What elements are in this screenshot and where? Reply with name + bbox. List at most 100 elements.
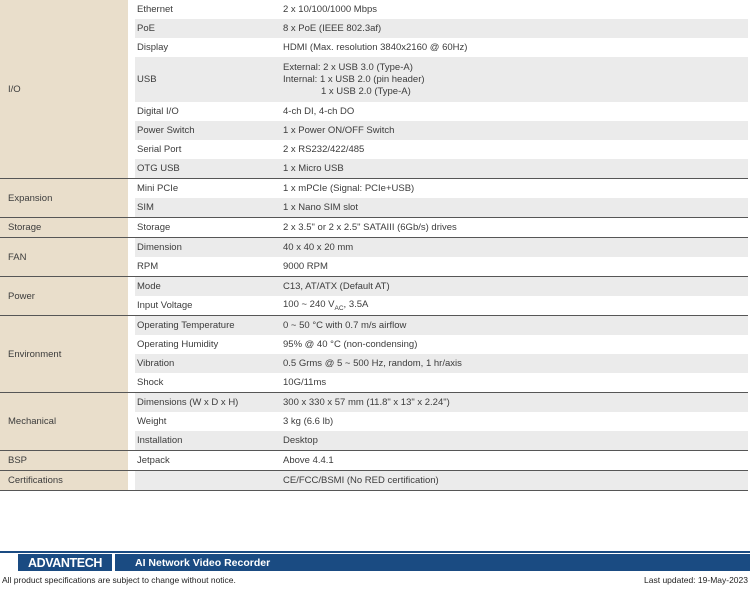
spec-group-rows: Storage 2 x 3.5" or 2 x 2.5" SATAIII (6Gb… (135, 218, 748, 237)
spec-group-environment: Environment Operating Temperature 0 ~ 50 °… (0, 315, 748, 392)
footer-last-updated: Last updated: 19-May-2023 (644, 575, 748, 585)
spec-row-value: 1 x Micro USB (283, 163, 344, 174)
spec-group-bsp: BSP Jetpack Above 4.4.1 (0, 450, 748, 470)
spec-row-value: 0 ~ 50 °C with 0.7 m/s airflow (283, 320, 407, 331)
spec-row-label: PoE (137, 23, 155, 34)
spec-group-power: Power Mode C13, AT/ATX (Default AT) Input V… (0, 276, 748, 315)
spec-row-digital-i-o: Digital I/O 4-ch DI, 4-ch DO (135, 102, 748, 121)
spec-row-serial-port: Serial Port 2 x RS232/422/485 (135, 140, 748, 159)
spec-row-dimension: Dimension 40 x 40 x 20 mm (135, 238, 748, 257)
page-footer: ADVANTECH AI Network Video Recorder All … (0, 551, 750, 585)
spec-row-value-line: 1 x USB 2.0 (Type-A) (321, 85, 411, 97)
spec-category-label: FAN (0, 238, 128, 276)
spec-row-label: Serial Port (137, 144, 182, 155)
spec-row-label: USB (137, 74, 157, 85)
spec-row-value: Above 4.4.1 (283, 455, 334, 466)
spec-row-label: Mini PCIe (137, 183, 179, 194)
spec-row-value: 10G/11ms (283, 377, 327, 388)
spec-row-shock: Shock 10G/11ms (135, 373, 748, 392)
spec-group-rows: Mini PCIe 1 x mPCIe (Signal: PCIe+USB) SIM… (135, 179, 748, 217)
spec-group-i-o: I/O Ethernet 2 x 10/100/1000 Mbps PoE 8 x Po… (0, 0, 748, 178)
value-subscript: AC (334, 304, 344, 312)
spec-group-certifications: Certifications CE/FCC/BSMI (No RED certif… (0, 470, 748, 490)
spec-row-weight: Weight 3 kg (6.6 lb) (135, 412, 748, 431)
spec-row-label: RPM (137, 261, 159, 272)
spec-group-rows: CE/FCC/BSMI (No RED certification) (135, 471, 748, 490)
spec-category-label: I/O (0, 0, 128, 178)
spec-group-mechanical: Mechanical Dimensions (W x D x H) 300 x 33… (0, 392, 748, 450)
spec-row-value: 1 x mPCIe (Signal: PCIe+USB) (283, 183, 415, 194)
spec-row-dimensions-w-x-d-x-h: Dimensions (W x D x H) 300 x 330 x 57 mm … (135, 393, 748, 412)
spec-row-operating-temperature: Operating Temperature 0 ~ 50 °C with 0.7 … (135, 316, 748, 335)
spec-row-sim: SIM 1 x Nano SIM slot (135, 198, 748, 217)
spec-row-label: Ethernet (137, 4, 173, 15)
spec-row-storage: Storage 2 x 3.5" or 2 x 2.5" SATAIII (6Gb… (135, 218, 748, 237)
spec-row-label: OTG USB (137, 163, 180, 174)
spec-group-fan: FAN Dimension 40 x 40 x 20 mm RPM 9000 RPM (0, 237, 748, 276)
spec-row-label: Display (137, 42, 169, 53)
spec-category-label: Power (0, 277, 128, 315)
advantech-logo: ADVANTECH (18, 554, 112, 571)
spec-row-label: Input Voltage (137, 300, 193, 311)
spec-row-label: Jetpack (137, 455, 170, 466)
spec-row-value: 100 ~ 240 VAC, 3.5A (283, 299, 748, 312)
spec-row-label: Digital I/O (137, 106, 179, 117)
spec-row-value: 4-ch DI, 4-ch DO (283, 106, 355, 117)
spec-row-vibration: Vibration 0.5 Grms @ 5 ~ 500 Hz, random, … (135, 354, 748, 373)
footer-brand-row: ADVANTECH AI Network Video Recorder (0, 554, 750, 571)
spec-row-mini-pcie: Mini PCIe 1 x mPCIe (Signal: PCIe+USB) (135, 179, 748, 198)
spec-group-rows: Dimensions (W x D x H) 300 x 330 x 57 mm … (135, 393, 748, 450)
spec-row-value: 1 x Power ON/OFF Switch (283, 125, 395, 136)
spec-group-rows: Mode C13, AT/ATX (Default AT) Input Voltag… (135, 277, 748, 315)
spec-row-jetpack: Jetpack Above 4.4.1 (135, 451, 748, 470)
spec-row-value: 40 x 40 x 20 mm (283, 242, 354, 253)
spec-row-label: Mode (137, 281, 161, 292)
spec-group-expansion: Expansion Mini PCIe 1 x mPCIe (Signal: PCI… (0, 178, 748, 217)
advantech-logo-text: ADVANTECH (28, 555, 102, 570)
product-title-band: AI Network Video Recorder (115, 554, 750, 571)
spec-category-label: Expansion (0, 179, 128, 217)
spec-row-label: Dimensions (W x D x H) (137, 397, 239, 408)
spec-row-value: C13, AT/ATX (Default AT) (283, 281, 390, 292)
spec-table: I/O Ethernet 2 x 10/100/1000 Mbps PoE 8 x Po… (0, 0, 748, 491)
spec-row-usb: USB External: 2 x USB 3.0 (Type-A) Interna… (135, 57, 748, 102)
spec-row-label: Power Switch (137, 125, 195, 136)
spec-row-poe: PoE 8 x PoE (IEEE 802.3af) (135, 19, 748, 38)
spec-row-label: Vibration (137, 358, 175, 369)
spec-row-label: Installation (137, 435, 183, 446)
spec-group-rows: Dimension 40 x 40 x 20 mm RPM 9000 RPM (135, 238, 748, 276)
spec-row-input-voltage: Input Voltage 100 ~ 240 VAC, 3.5A (135, 296, 748, 315)
spec-row-value: 9000 RPM (283, 261, 328, 272)
spec-row-label: Shock (137, 377, 164, 388)
spec-row-row: CE/FCC/BSMI (No RED certification) (135, 471, 748, 490)
spec-category-label: Certifications (0, 471, 128, 490)
spec-category-label: Environment (0, 316, 128, 392)
value-text: , 3.5A (343, 299, 369, 311)
spec-row-value: 95% @ 40 °C (non-condensing) (283, 339, 418, 350)
spec-row-value: 2 x 3.5" or 2 x 2.5" SATAIII (6Gb/s) dri… (283, 222, 457, 233)
spec-row-label: Dimension (137, 242, 182, 253)
spec-row-label: Operating Humidity (137, 339, 219, 350)
footer-top-rule (0, 551, 750, 553)
spec-group-rows: Ethernet 2 x 10/100/1000 Mbps PoE 8 x PoE (… (135, 0, 748, 178)
value-text: 100 ~ 240 V (283, 299, 335, 311)
spec-row-rpm: RPM 9000 RPM (135, 257, 748, 276)
spec-row-ethernet: Ethernet 2 x 10/100/1000 Mbps (135, 0, 748, 19)
spec-row-value: CE/FCC/BSMI (No RED certification) (283, 475, 439, 486)
spec-category-label: Storage (0, 218, 128, 237)
spec-group-rows: Jetpack Above 4.4.1 (135, 451, 748, 470)
spec-group-rows: Operating Temperature 0 ~ 50 °C with 0.7 … (135, 316, 748, 392)
spec-row-otg-usb: OTG USB 1 x Micro USB (135, 159, 748, 178)
spec-row-value: 300 x 330 x 57 mm (11.8" x 13" x 2.24") (283, 397, 450, 408)
spec-row-label: Storage (137, 222, 171, 233)
footer-disclaimer: All product specifications are subject t… (2, 575, 236, 585)
product-title: AI Network Video Recorder (135, 556, 271, 569)
spec-category-label: Mechanical (0, 393, 128, 450)
spec-row-value: 2 x RS232/422/485 (283, 144, 365, 155)
spec-row-label: Operating Temperature (137, 320, 235, 331)
spec-row-mode: Mode C13, AT/ATX (Default AT) (135, 277, 748, 296)
spec-row-value: 8 x PoE (IEEE 802.3af) (283, 23, 382, 34)
spec-group-storage: Storage Storage 2 x 3.5" or 2 x 2.5" SATAI… (0, 217, 748, 237)
spec-row-value: 0.5 Grms @ 5 ~ 500 Hz, random, 1 hr/axis (283, 358, 462, 369)
spec-row-value: 2 x 10/100/1000 Mbps (283, 4, 378, 15)
